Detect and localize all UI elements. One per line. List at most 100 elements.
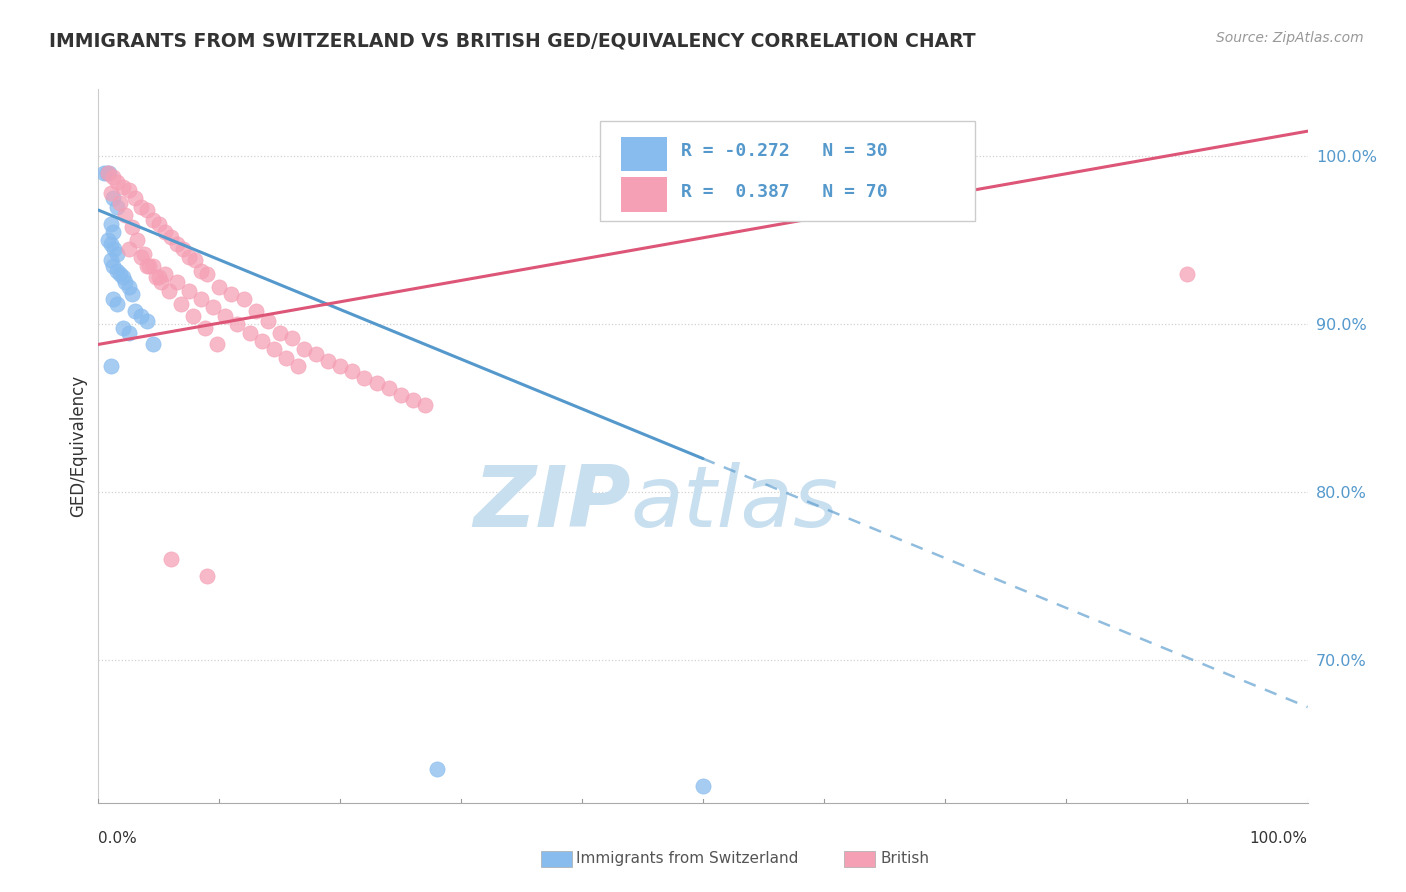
Point <box>100 217 122 231</box>
Point <box>172 242 194 256</box>
Point <box>245 303 267 318</box>
Point <box>134 246 156 260</box>
Point <box>160 230 183 244</box>
Point <box>166 275 188 289</box>
Point <box>97 233 120 247</box>
Point <box>105 297 128 311</box>
Point <box>194 320 217 334</box>
Point <box>208 280 231 294</box>
Point <box>179 284 201 298</box>
Point <box>287 359 309 374</box>
Point <box>269 326 291 340</box>
Point <box>101 169 124 184</box>
Point <box>377 381 399 395</box>
Point <box>157 284 180 298</box>
Point <box>142 259 165 273</box>
Point <box>118 242 141 256</box>
Point <box>195 569 218 583</box>
Point <box>190 263 212 277</box>
Text: 100.0%: 100.0% <box>1250 831 1308 847</box>
Point <box>329 359 352 374</box>
Point <box>221 287 243 301</box>
Point <box>389 388 412 402</box>
Point <box>1175 267 1198 281</box>
Point <box>127 233 149 247</box>
Point <box>226 318 249 332</box>
Point <box>353 371 375 385</box>
Text: R =  0.387   N = 70: R = 0.387 N = 70 <box>682 183 887 201</box>
Point <box>111 270 134 285</box>
Point <box>105 200 128 214</box>
Text: British: British <box>880 852 929 866</box>
FancyBboxPatch shape <box>621 178 666 211</box>
Point <box>274 351 297 365</box>
Point <box>142 213 165 227</box>
Point <box>100 359 122 374</box>
Point <box>190 292 212 306</box>
Point <box>195 267 218 281</box>
Point <box>101 259 124 273</box>
Point <box>150 275 173 289</box>
Point <box>105 175 128 189</box>
Point <box>108 196 131 211</box>
Point <box>239 326 262 340</box>
Point <box>138 259 160 273</box>
Point <box>111 179 134 194</box>
Point <box>316 354 339 368</box>
Point <box>402 392 425 407</box>
Y-axis label: GED/Equivalency: GED/Equivalency <box>69 375 87 517</box>
Point <box>121 219 143 234</box>
Point <box>118 326 141 340</box>
Point <box>342 364 364 378</box>
Point <box>232 292 254 306</box>
Point <box>135 203 157 218</box>
Point <box>169 297 191 311</box>
Point <box>413 398 436 412</box>
Point <box>250 334 273 348</box>
Point <box>103 242 125 256</box>
Point <box>98 166 121 180</box>
Point <box>135 314 157 328</box>
Point <box>366 376 388 390</box>
Point <box>100 253 122 268</box>
Point <box>100 236 122 251</box>
Point <box>426 762 449 776</box>
Point <box>305 347 328 361</box>
Point <box>205 337 228 351</box>
Point <box>153 267 176 281</box>
Point <box>153 225 176 239</box>
Point <box>181 309 204 323</box>
Point <box>124 303 146 318</box>
Point <box>145 270 167 285</box>
Point <box>100 186 122 201</box>
Point <box>101 292 124 306</box>
Text: atlas: atlas <box>630 461 838 545</box>
Text: 0.0%: 0.0% <box>98 831 138 847</box>
Point <box>142 337 165 351</box>
Point <box>179 250 201 264</box>
Point <box>263 343 285 357</box>
Point <box>214 309 236 323</box>
Point <box>111 320 134 334</box>
Point <box>692 779 714 793</box>
Text: R = -0.272   N = 30: R = -0.272 N = 30 <box>682 142 887 160</box>
Point <box>160 552 183 566</box>
Text: Immigrants from Switzerland: Immigrants from Switzerland <box>576 852 799 866</box>
Point <box>292 343 315 357</box>
Point <box>124 191 146 205</box>
Point <box>114 275 136 289</box>
Point <box>96 166 118 180</box>
Point <box>184 253 207 268</box>
Point <box>118 280 141 294</box>
Point <box>105 263 128 277</box>
Point <box>256 314 278 328</box>
FancyBboxPatch shape <box>621 136 666 171</box>
Point <box>93 166 115 180</box>
Text: IMMIGRANTS FROM SWITZERLAND VS BRITISH GED/EQUIVALENCY CORRELATION CHART: IMMIGRANTS FROM SWITZERLAND VS BRITISH G… <box>49 31 976 50</box>
Text: Source: ZipAtlas.com: Source: ZipAtlas.com <box>1216 31 1364 45</box>
Point <box>101 225 124 239</box>
Text: ZIP: ZIP <box>472 461 630 545</box>
Point <box>148 270 170 285</box>
Point <box>129 200 152 214</box>
Point <box>97 166 120 180</box>
